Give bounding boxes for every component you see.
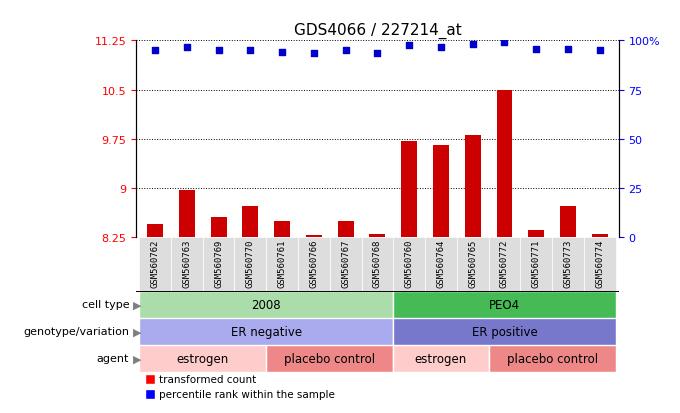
Text: placebo control: placebo control [507,352,598,365]
FancyBboxPatch shape [488,345,615,372]
FancyBboxPatch shape [393,291,615,318]
Text: cell type: cell type [82,299,129,310]
Point [435,45,446,51]
FancyBboxPatch shape [425,237,457,291]
Title: GDS4066 / 227214_at: GDS4066 / 227214_at [294,22,461,38]
FancyBboxPatch shape [139,291,393,318]
Text: GSM560768: GSM560768 [373,239,382,287]
Point [404,43,415,49]
Text: ▶: ▶ [133,326,141,337]
Point [372,50,383,57]
Text: GSM560770: GSM560770 [246,239,255,287]
Bar [179,190,194,237]
FancyBboxPatch shape [488,237,520,291]
Bar [211,218,226,237]
FancyBboxPatch shape [393,237,425,291]
FancyBboxPatch shape [235,237,267,291]
FancyBboxPatch shape [139,318,393,345]
Bar [464,136,481,237]
Bar [306,235,322,237]
Text: GSM560772: GSM560772 [500,239,509,287]
Bar [274,221,290,237]
FancyBboxPatch shape [139,345,267,372]
Text: GSM560760: GSM560760 [405,239,413,287]
Text: GSM560761: GSM560761 [277,239,286,287]
Text: ▶: ▶ [133,299,141,310]
Text: agent: agent [97,353,129,363]
FancyBboxPatch shape [330,237,362,291]
Bar [369,234,386,237]
Text: GSM560769: GSM560769 [214,239,223,287]
Point [213,48,224,55]
FancyBboxPatch shape [139,237,171,291]
Point [531,47,542,53]
FancyBboxPatch shape [393,345,488,372]
Text: GSM560762: GSM560762 [150,239,160,287]
Text: genotype/variation: genotype/variation [23,326,129,337]
Point [150,48,160,55]
FancyBboxPatch shape [203,237,235,291]
FancyBboxPatch shape [267,345,393,372]
Text: estrogen: estrogen [177,352,229,365]
Point [562,47,573,53]
FancyBboxPatch shape [171,237,203,291]
FancyBboxPatch shape [362,237,393,291]
Text: ER negative: ER negative [231,325,302,338]
Text: GSM560765: GSM560765 [469,239,477,287]
Text: GSM560774: GSM560774 [595,239,605,287]
Text: estrogen: estrogen [415,352,467,365]
Point [594,48,605,55]
Legend: transformed count, percentile rank within the sample: transformed count, percentile rank withi… [141,370,339,404]
Text: GSM560764: GSM560764 [437,239,445,287]
Text: GSM560766: GSM560766 [309,239,318,287]
Text: 2008: 2008 [252,298,281,311]
Point [340,48,351,55]
Bar [592,234,608,237]
FancyBboxPatch shape [267,237,298,291]
Text: GSM560767: GSM560767 [341,239,350,287]
Text: ER positive: ER positive [471,325,537,338]
Text: PEO4: PEO4 [489,298,520,311]
Bar [242,207,258,237]
FancyBboxPatch shape [552,237,584,291]
Bar [147,224,163,237]
Point [499,40,510,47]
Bar [338,221,354,237]
FancyBboxPatch shape [457,237,488,291]
Text: ▶: ▶ [133,353,141,363]
FancyBboxPatch shape [393,318,615,345]
Text: GSM560771: GSM560771 [532,239,541,287]
Bar [433,146,449,237]
Point [467,41,478,48]
Bar [496,90,513,237]
Text: placebo control: placebo control [284,352,375,365]
Bar [560,207,576,237]
FancyBboxPatch shape [520,237,552,291]
FancyBboxPatch shape [584,237,615,291]
Point [182,45,192,51]
Bar [528,231,544,237]
Point [277,49,288,56]
Point [309,50,320,57]
Text: GSM560763: GSM560763 [182,239,191,287]
Bar [401,141,417,237]
Point [245,48,256,55]
FancyBboxPatch shape [298,237,330,291]
Text: GSM560773: GSM560773 [564,239,573,287]
